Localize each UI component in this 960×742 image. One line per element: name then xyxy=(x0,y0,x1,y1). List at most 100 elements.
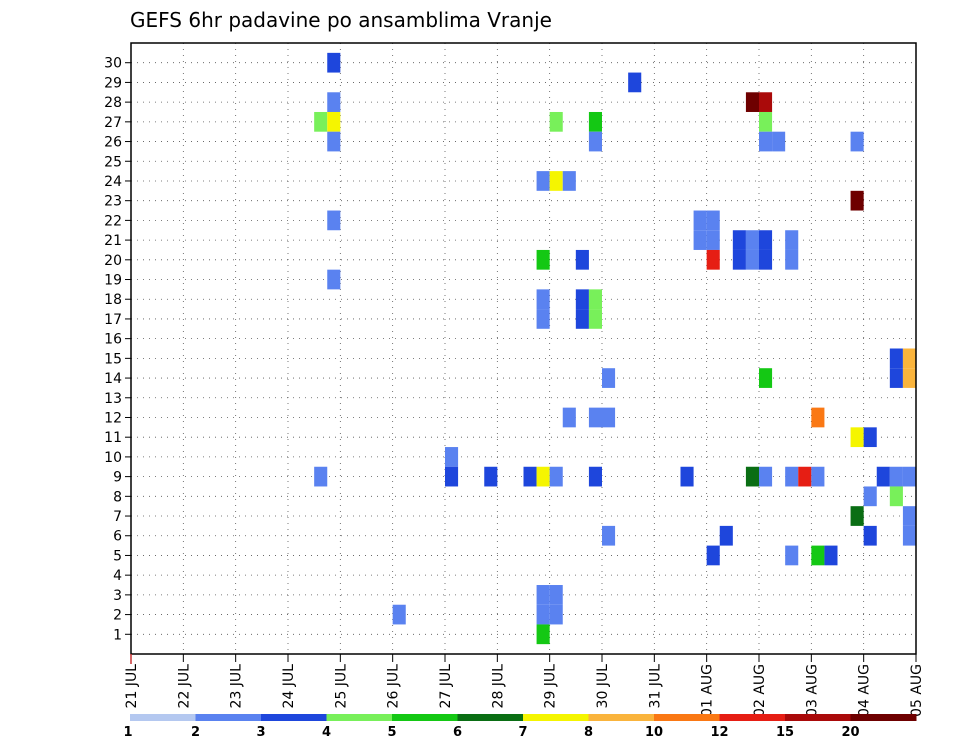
y-tick-label: 4 xyxy=(113,568,122,584)
legend-label: 12 xyxy=(710,725,728,740)
heatmap-cell xyxy=(889,486,903,507)
x-tick-label: 01 AUG xyxy=(700,664,716,717)
heatmap-cell xyxy=(602,407,616,428)
heatmap-cell xyxy=(602,525,616,546)
heatmap-cell xyxy=(693,210,707,231)
heatmap-cell xyxy=(732,230,746,250)
heatmap-cell xyxy=(811,545,825,566)
x-tick-label: 29 JUL xyxy=(543,664,559,709)
legend-label: 15 xyxy=(776,725,794,740)
heatmap-cell xyxy=(549,111,563,132)
heatmap-cell xyxy=(902,466,916,487)
x-tick-label: 27 JUL xyxy=(438,664,454,709)
y-tick-label: 5 xyxy=(113,548,122,564)
x-tick-label: 02 AUG xyxy=(752,664,768,717)
legend-swatch xyxy=(588,714,655,721)
heatmap-cell xyxy=(785,466,799,487)
heatmap-cell xyxy=(706,210,720,231)
legend-label: 5 xyxy=(387,725,396,740)
heatmap-cell xyxy=(628,72,642,93)
heatmap-cell xyxy=(902,368,916,388)
legend-swatch xyxy=(654,714,720,721)
heatmap-cell xyxy=(745,92,759,112)
heatmap-cell xyxy=(745,249,759,270)
heatmap-cell xyxy=(536,624,550,645)
y-tick-label: 27 xyxy=(104,115,122,131)
x-axis: 21 JUL 22 JUL 23 JUL 24 JUL 25 JUL 26 JUL 27 J… xyxy=(124,654,925,717)
heatmap-cell xyxy=(562,407,576,428)
legend-swatch xyxy=(719,714,786,721)
legend-swatch xyxy=(195,714,262,721)
heatmap-cell xyxy=(536,171,550,191)
legend-swatch xyxy=(392,714,458,721)
x-tick-label: 22 JUL xyxy=(176,664,192,709)
heatmap-cell xyxy=(575,289,589,310)
legend-swatch xyxy=(850,714,917,721)
heatmap-cell xyxy=(889,348,903,369)
heatmap-cell xyxy=(327,111,341,132)
y-tick-label: 11 xyxy=(104,430,122,446)
heatmap-cell xyxy=(588,111,602,132)
heatmap-cell xyxy=(889,466,903,487)
heatmap-cell xyxy=(759,466,773,487)
heatmap-cell xyxy=(575,309,589,329)
legend-swatch xyxy=(130,714,196,721)
y-tick-label: 3 xyxy=(113,588,122,604)
heatmap-cell xyxy=(772,131,786,152)
chart-title: GEFS 6hr padavine po ansamblima Vranje xyxy=(130,8,552,32)
x-tick-label: 24 JUL xyxy=(281,664,297,709)
y-tick-label: 17 xyxy=(104,312,122,328)
legend-swatch xyxy=(457,714,524,721)
heatmap-cell xyxy=(327,269,341,290)
legend-swatch xyxy=(261,714,327,721)
heatmap-cell xyxy=(732,249,746,270)
y-tick-label: 20 xyxy=(104,253,122,269)
heatmap-cell xyxy=(745,230,759,250)
heatmap-cell xyxy=(889,368,903,388)
heatmap-cell xyxy=(759,92,773,112)
heatmap-cell xyxy=(811,407,825,428)
heatmap-cell xyxy=(863,525,877,546)
legend-label: 2 xyxy=(191,725,200,740)
heatmap-cell xyxy=(536,466,550,487)
legend-label: 20 xyxy=(841,725,859,740)
heatmap-cell xyxy=(902,348,916,369)
legend-label: 10 xyxy=(645,725,663,740)
legend-label: 8 xyxy=(584,725,593,740)
y-tick-label: 29 xyxy=(104,75,122,91)
heatmap-cell xyxy=(902,506,916,526)
y-tick-label: 24 xyxy=(104,174,122,190)
heatmap-cell xyxy=(785,545,799,566)
heatmap-cell xyxy=(523,466,537,487)
heatmap-cell xyxy=(327,52,341,73)
heatmap-cell xyxy=(850,506,864,526)
heatmap-cell xyxy=(549,171,563,191)
heatmap-cell xyxy=(785,230,799,250)
heatmap-cell xyxy=(602,368,616,388)
y-tick-label: 16 xyxy=(104,332,122,348)
y-tick-label: 23 xyxy=(104,194,122,210)
x-tick-label: 05 AUG xyxy=(909,664,925,717)
y-tick-label: 8 xyxy=(113,489,122,505)
y-tick-label: 1 xyxy=(113,627,122,643)
x-tick-label: 26 JUL xyxy=(386,664,402,709)
heatmap-cell xyxy=(719,525,733,546)
heatmap-cell xyxy=(863,427,877,448)
heatmap-cell xyxy=(588,289,602,310)
legend-swatch xyxy=(523,714,589,721)
heatmap-cell xyxy=(798,466,812,487)
y-tick-label: 12 xyxy=(104,410,122,426)
x-tick-label: 25 JUL xyxy=(333,664,349,709)
x-tick-label: 28 JUL xyxy=(490,664,506,709)
heatmap-cell xyxy=(549,466,563,487)
heatmap-cell xyxy=(327,131,341,152)
heatmap-cell xyxy=(549,604,563,625)
heatmap-cell xyxy=(575,249,589,270)
heatmap-cell xyxy=(327,210,341,231)
legend-label: 6 xyxy=(453,725,462,740)
heatmap-cell xyxy=(445,447,459,467)
x-tick-label: 23 JUL xyxy=(229,664,245,709)
y-tick-label: 25 xyxy=(104,154,122,170)
heatmap-cell xyxy=(314,111,328,132)
